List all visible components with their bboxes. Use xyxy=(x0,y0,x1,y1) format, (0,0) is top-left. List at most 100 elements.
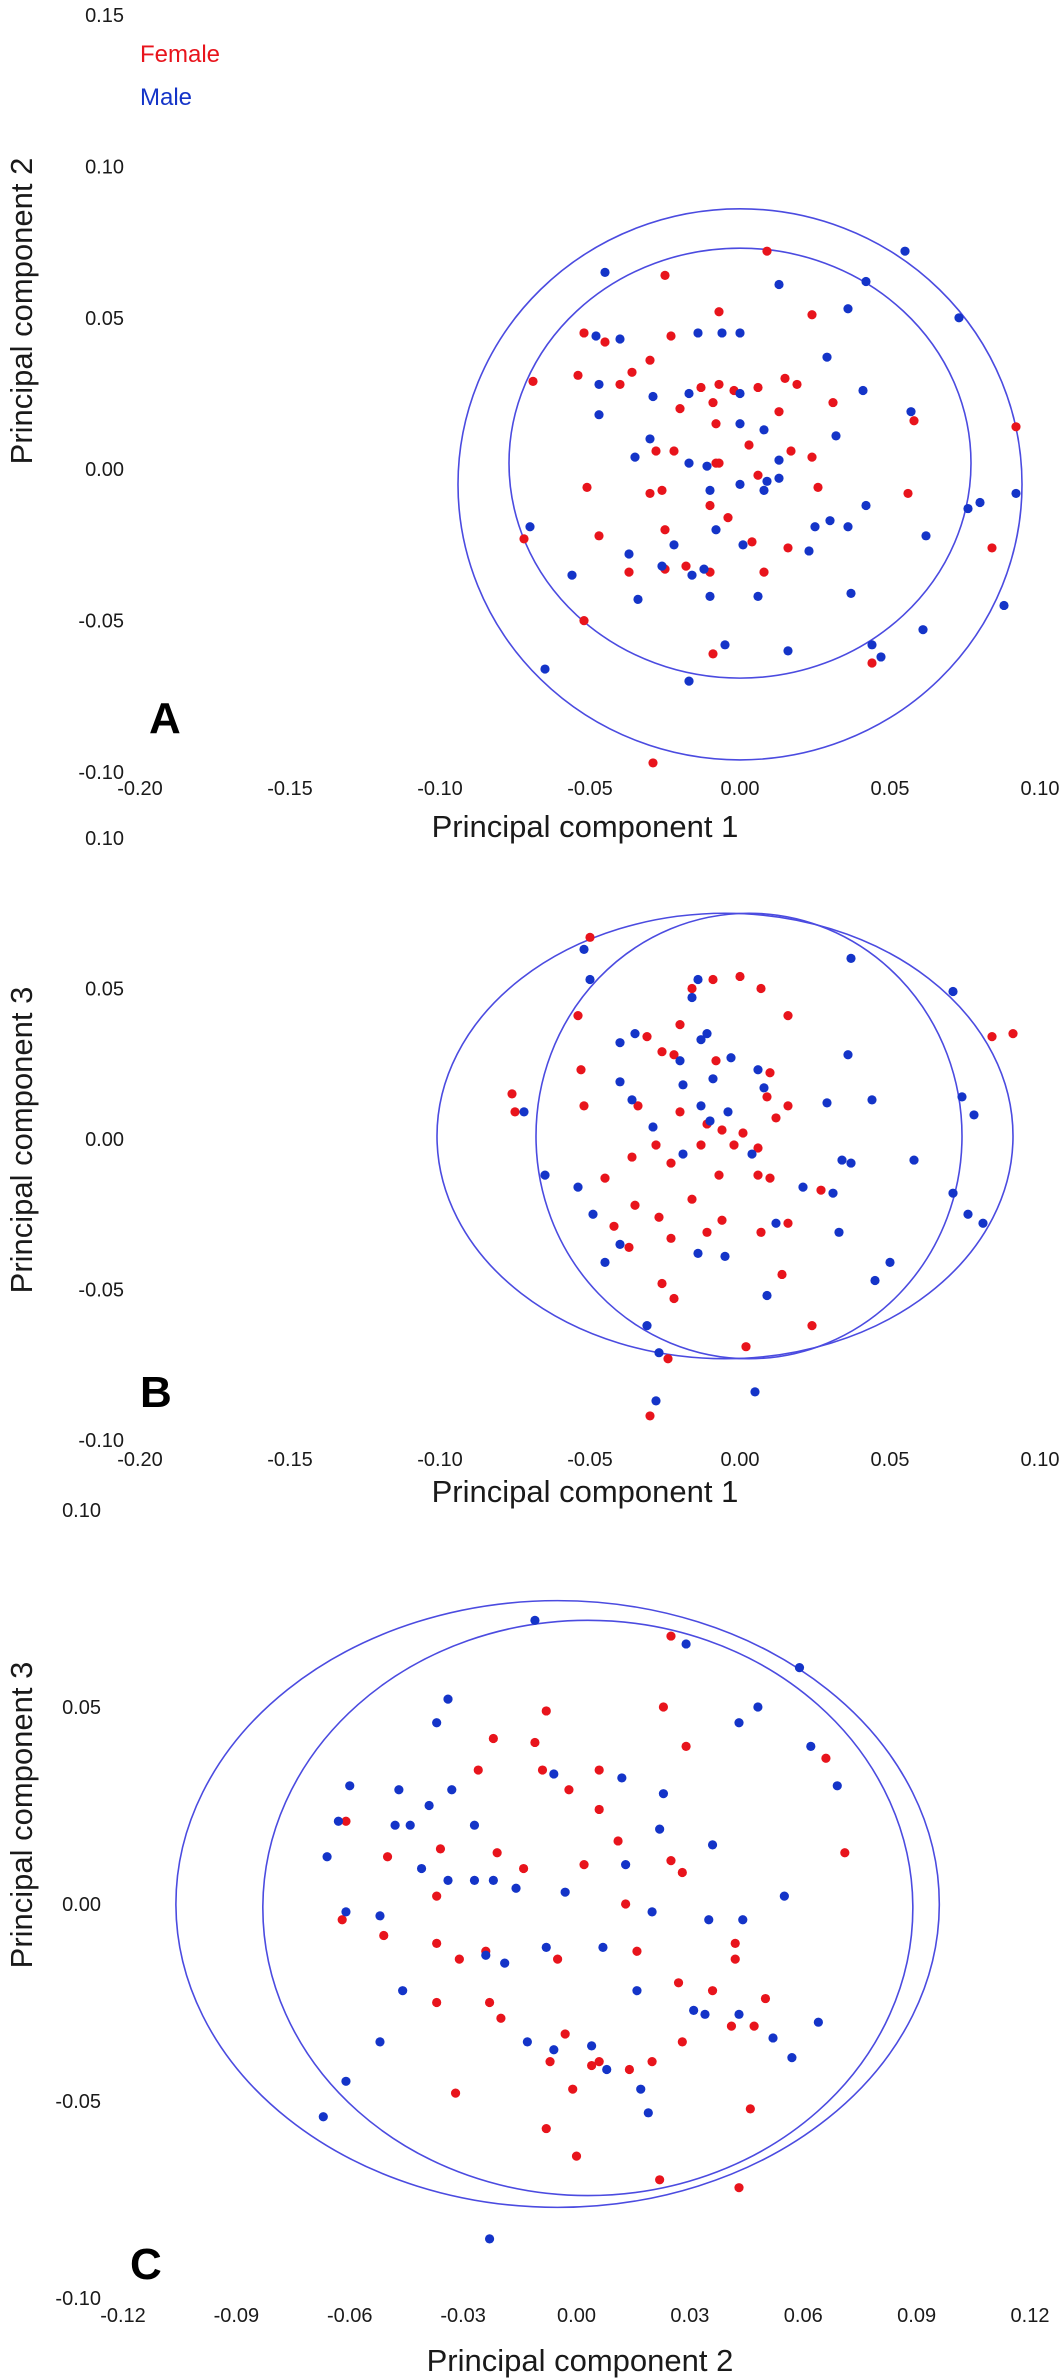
female-point xyxy=(645,1411,655,1421)
male-point xyxy=(696,1101,706,1111)
x-tick-label: -0.20 xyxy=(117,778,163,800)
y-tick-labels: -0.10 -0.05 0.00 0.05 0.10 xyxy=(78,828,124,1452)
male-point xyxy=(447,1785,457,1795)
female-point xyxy=(530,1737,540,1748)
female-point xyxy=(657,1278,667,1289)
female-point xyxy=(774,407,784,417)
female-point xyxy=(675,1107,685,1117)
female-point xyxy=(777,1269,787,1280)
female-point xyxy=(624,1242,634,1252)
x-tick-label: -0.12 xyxy=(100,2305,146,2327)
male-point xyxy=(810,522,820,532)
female-point xyxy=(657,485,667,495)
male-point xyxy=(678,1080,688,1090)
male-point xyxy=(787,2053,797,2063)
male-point xyxy=(738,540,748,550)
female-point xyxy=(484,1997,495,2008)
female-point xyxy=(714,458,724,468)
male-point xyxy=(488,1875,498,1885)
male-point xyxy=(687,992,697,1003)
male-point xyxy=(806,1741,816,1751)
female-point xyxy=(708,649,718,659)
female-point xyxy=(756,1227,766,1237)
female-point xyxy=(666,331,676,341)
male-point xyxy=(702,1029,712,1039)
male-point xyxy=(804,546,814,556)
female-point xyxy=(759,567,769,577)
male-point xyxy=(834,1227,844,1237)
male-point xyxy=(647,1907,657,1917)
male-point xyxy=(794,1663,805,1673)
male-point xyxy=(720,1251,730,1261)
y-tick-label: 0.05 xyxy=(85,979,124,1001)
x-tick-labels: -0.12 -0.09 -0.06 -0.03 0.00 0.03 0.06 0.09 0.12 xyxy=(100,2305,1049,2327)
male-point xyxy=(843,522,853,532)
male-point xyxy=(345,1781,355,1791)
x-tick-label: -0.20 xyxy=(117,1449,163,1471)
male-point xyxy=(1011,488,1021,499)
ellipses xyxy=(436,912,1014,1360)
confidence-ellipse xyxy=(508,247,972,679)
x-tick-label: 0.10 xyxy=(1021,1449,1060,1471)
male-point xyxy=(708,1074,718,1084)
female-point xyxy=(510,1107,520,1117)
female-point xyxy=(585,932,595,942)
female-point xyxy=(783,1218,793,1228)
male-point xyxy=(541,1942,551,1952)
male-point xyxy=(846,953,856,964)
male-point xyxy=(615,1077,625,1087)
female-point xyxy=(756,983,766,994)
male-point xyxy=(648,391,658,402)
female-point xyxy=(711,1056,721,1066)
male-point xyxy=(632,1986,642,1996)
female-point xyxy=(696,1140,706,1150)
female-point xyxy=(573,370,583,380)
male-point xyxy=(432,1718,442,1728)
y-tick-label: -0.10 xyxy=(78,1430,124,1452)
male-point xyxy=(696,1035,706,1045)
points xyxy=(519,246,1021,768)
male-point xyxy=(825,516,835,526)
female-point xyxy=(762,246,772,256)
female-point xyxy=(687,983,697,994)
female-point xyxy=(600,337,610,347)
x-tick-label: 0.00 xyxy=(721,1449,760,1471)
y-axis-label: Principal component 3 xyxy=(4,987,39,1294)
female-point xyxy=(765,1173,775,1183)
male-point xyxy=(762,1290,772,1301)
male-point xyxy=(333,1816,344,1826)
male-point xyxy=(375,1911,385,1921)
panel-c: C Principal component 2 Principal compon… xyxy=(4,1500,1049,2378)
male-point xyxy=(585,974,595,985)
male-point xyxy=(654,1348,664,1358)
female-point xyxy=(730,1954,740,1964)
male-point xyxy=(867,1095,877,1105)
female-point xyxy=(723,513,733,523)
female-point xyxy=(711,419,721,429)
female-point xyxy=(528,376,538,386)
male-point xyxy=(963,503,973,514)
female-point xyxy=(903,488,913,499)
male-point xyxy=(948,1188,958,1198)
male-point xyxy=(858,385,868,396)
female-point xyxy=(600,1173,610,1183)
male-point xyxy=(831,431,841,441)
female-point xyxy=(624,567,634,577)
x-tick-label: 0.05 xyxy=(871,1449,910,1471)
male-point xyxy=(918,625,928,635)
female-point xyxy=(780,373,790,383)
female-point xyxy=(594,2057,604,2067)
female-point xyxy=(594,531,604,541)
male-point xyxy=(642,1321,652,1331)
female-point xyxy=(749,2021,759,2031)
female-point xyxy=(867,658,877,668)
female-point xyxy=(579,1860,589,1870)
x-tick-label: 0.09 xyxy=(897,2305,936,2327)
female-point xyxy=(708,397,718,408)
male-point xyxy=(906,407,916,417)
male-point xyxy=(405,1820,415,1830)
male-point xyxy=(669,540,679,550)
male-point xyxy=(630,452,640,462)
male-point xyxy=(594,410,604,420)
female-point xyxy=(488,1733,498,1744)
